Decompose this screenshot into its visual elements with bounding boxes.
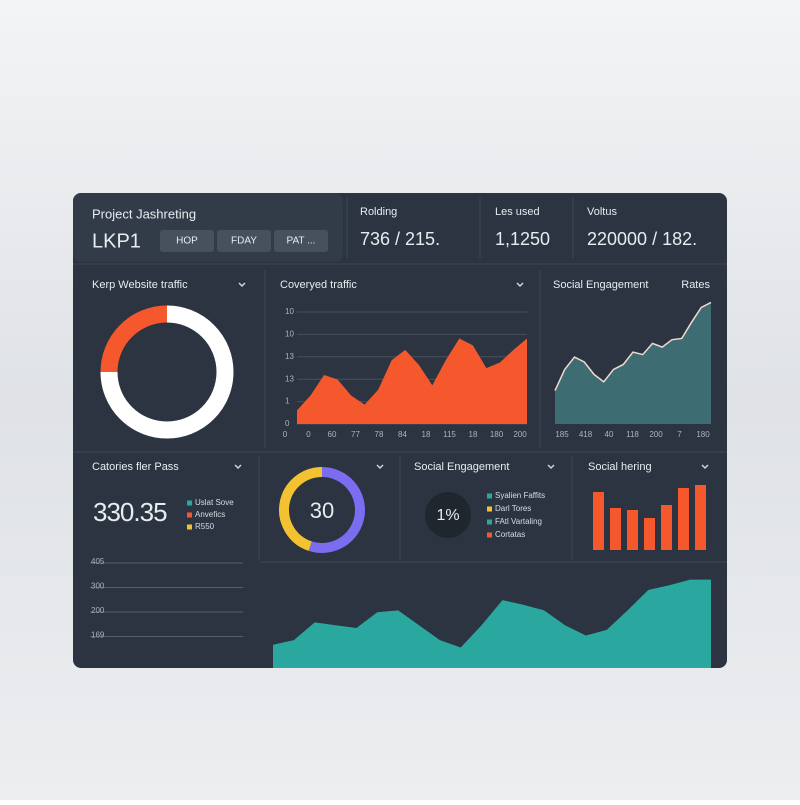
y-label: 200 (91, 606, 105, 615)
panel-title: Social Engagement (553, 279, 648, 291)
legend-label: FAtl Vartaling (495, 517, 542, 526)
legend-label: Syalien Faffits (495, 491, 545, 500)
x-label: 180 (490, 430, 504, 439)
x-label: 418 (579, 430, 593, 439)
x-label: 18 (422, 430, 431, 439)
x-label: 7 (677, 430, 682, 439)
stat-value: 220000 / 182. (587, 229, 697, 249)
button-label: HOP (176, 236, 198, 247)
legend-label: Darl Tores (495, 504, 531, 513)
y-label: 13 (285, 352, 294, 361)
panel-title: Social hering (588, 461, 652, 473)
x-label: 84 (398, 430, 407, 439)
badge (425, 492, 471, 538)
x-label: 77 (351, 430, 360, 439)
donut-segment (279, 467, 323, 551)
y-label: 1 (285, 397, 290, 406)
y-label: 13 (285, 374, 294, 383)
button[interactable] (160, 230, 214, 252)
stat-label: Voltus (587, 206, 617, 218)
stat-label: Les used (495, 206, 540, 218)
area (297, 338, 527, 424)
legend-label: Uslat Sove (195, 498, 234, 507)
legend-swatch (187, 500, 192, 506)
bar (678, 488, 689, 550)
legend-swatch (187, 524, 192, 530)
x-label: 0 (283, 430, 288, 439)
y-label: 169 (91, 631, 105, 640)
panel-title: Kerp Website traffic (92, 279, 188, 291)
button[interactable] (217, 230, 271, 252)
panel-title: Social Engagement (414, 461, 509, 473)
code: LKP1 (92, 230, 141, 252)
donut-segment (100, 305, 168, 373)
donut-segment (308, 467, 365, 553)
panel-side: Rates (681, 279, 710, 291)
ring-label: 30 (310, 498, 334, 523)
legend-label: R550 (195, 522, 215, 531)
x-label: 200 (513, 430, 527, 439)
title: Project Jashreting (92, 206, 196, 221)
button-label: PAT ... (287, 236, 316, 247)
y-label: 405 (91, 557, 105, 566)
x-label: 185 (555, 430, 569, 439)
legend-swatch (487, 532, 492, 538)
area (273, 579, 711, 668)
x-label: 18 (469, 430, 478, 439)
button-label: FDAY (231, 236, 257, 247)
y-label: 10 (285, 307, 294, 316)
donut-segment (100, 305, 234, 439)
legend-swatch (487, 493, 492, 499)
stat-value: 736 / 215. (360, 229, 440, 249)
bar (610, 508, 621, 550)
bar (593, 492, 604, 550)
legend-label: Cortatas (495, 530, 525, 539)
panel (73, 193, 727, 668)
y-label: 10 (285, 330, 294, 339)
x-label: 200 (649, 430, 663, 439)
dividers (73, 198, 727, 563)
panel-title: Coveryed traffic (280, 279, 357, 291)
x-label: 40 (605, 430, 614, 439)
stat-value: 1,1250 (495, 229, 550, 249)
legend-label: Anvefics (195, 510, 225, 519)
y-label: 300 (91, 582, 105, 591)
x-label: 60 (328, 430, 337, 439)
panel-title: Catories fler Pass (92, 461, 179, 473)
legend-swatch (487, 519, 492, 525)
x-label: 78 (375, 430, 384, 439)
badge-label: 1% (436, 507, 459, 524)
button[interactable] (274, 230, 328, 252)
bar (695, 485, 706, 550)
chevrons (234, 282, 709, 470)
x-label: 118 (626, 430, 639, 439)
y-label: 0 (285, 419, 290, 428)
stat-label: Rolding (360, 206, 397, 218)
area (555, 302, 711, 424)
x-label: 0 (306, 430, 311, 439)
legend-swatch (487, 506, 492, 512)
kpi-value: 330.35 (93, 497, 167, 527)
bar (644, 518, 655, 550)
legend-swatch (187, 512, 192, 518)
bar (627, 510, 638, 550)
x-label: 180 (696, 430, 710, 439)
x-label: 115 (443, 430, 456, 439)
bar (661, 505, 672, 550)
area-line (554, 301, 712, 391)
